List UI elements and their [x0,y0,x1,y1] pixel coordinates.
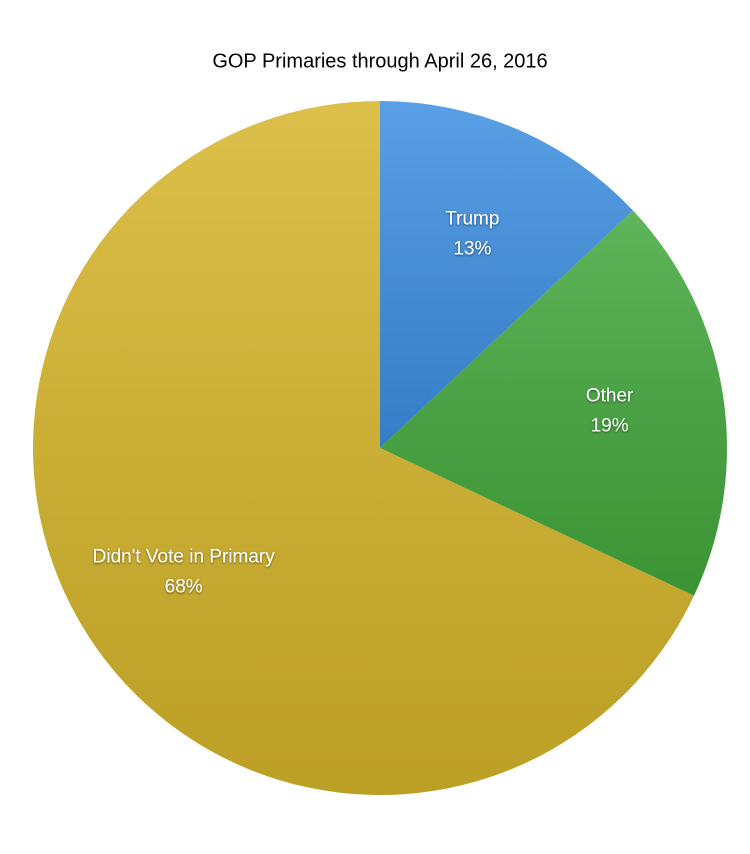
slice-label: Other [586,386,634,407]
slice-value: 19% [591,416,629,437]
slice-label: Trump [445,209,499,230]
chart-title: GOP Primaries through April 26, 2016 [212,50,547,72]
slice-label: Didn't Vote in Primary [93,547,276,568]
slice-value: 68% [165,577,203,598]
slice-value: 13% [453,239,491,260]
